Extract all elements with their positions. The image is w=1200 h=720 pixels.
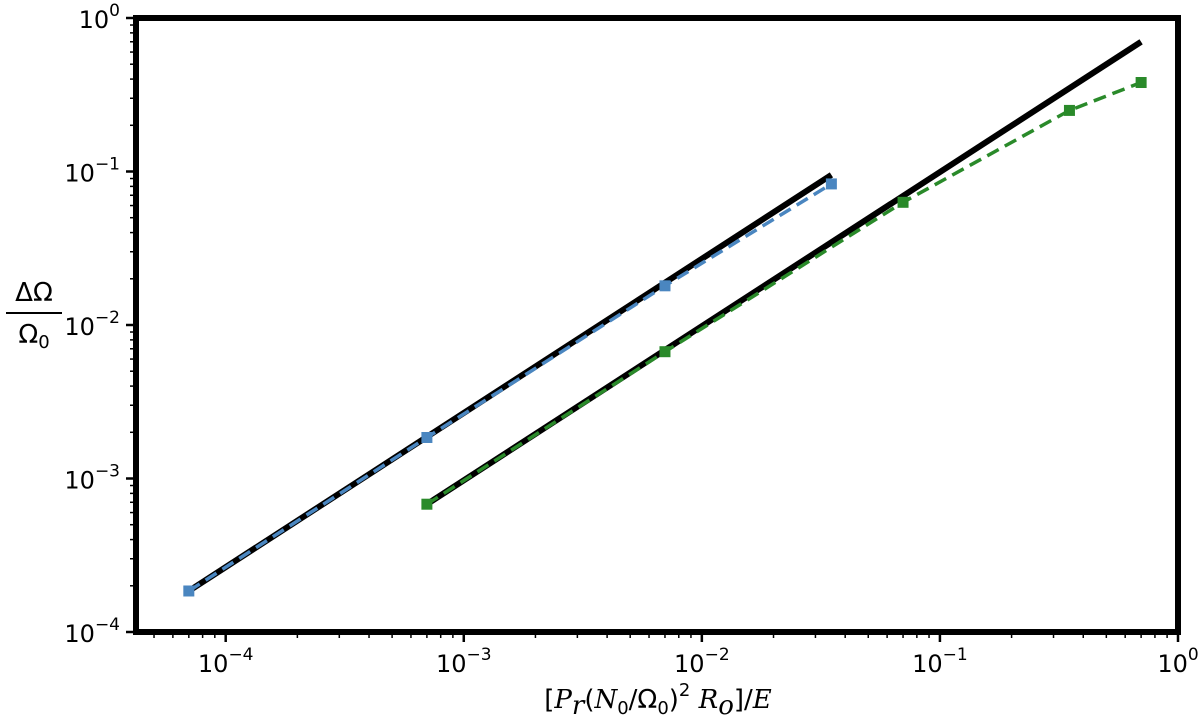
data-point-marker [1063,104,1075,116]
y-tick-label: 100 [79,1,120,34]
x-tick-label: 10−3 [436,645,492,678]
data-series-line [187,182,833,593]
y-tick-label: 10−2 [64,308,120,341]
y-tick-label: 10−3 [64,462,120,495]
ticks-layer: 10−4 10−3 10−2 10−1 100 10−4 10−3 10−2 10−1 100 [64,1,1198,678]
y-tick-label: 10−4 [64,615,120,648]
data-point-marker [825,178,837,190]
plot-frame [133,15,1181,635]
x-tick-label: 10−2 [674,645,730,678]
y-axis-title: ΔΩ Ω0 [6,278,62,353]
data-point-marker [659,346,671,358]
series-layer [183,39,1147,597]
data-point-marker [183,585,195,597]
data-point-marker [421,431,433,443]
data-point-marker [897,196,909,208]
x-axis-title: [Pr(N0/Ω0)2 Ro]/E [544,680,772,720]
data-point-marker [659,280,671,292]
x-tick-label: 10−4 [198,645,254,678]
svg-text:Ω0: Ω0 [18,320,49,353]
data-point-marker [1135,77,1147,89]
data-series-line [425,80,1142,506]
x-tick-label: 100 [1157,645,1198,678]
data-point-marker [421,498,433,510]
y-tick-label: 10−1 [64,155,120,188]
svg-text:ΔΩ: ΔΩ [15,278,53,308]
x-tick-label: 10−1 [912,645,968,678]
